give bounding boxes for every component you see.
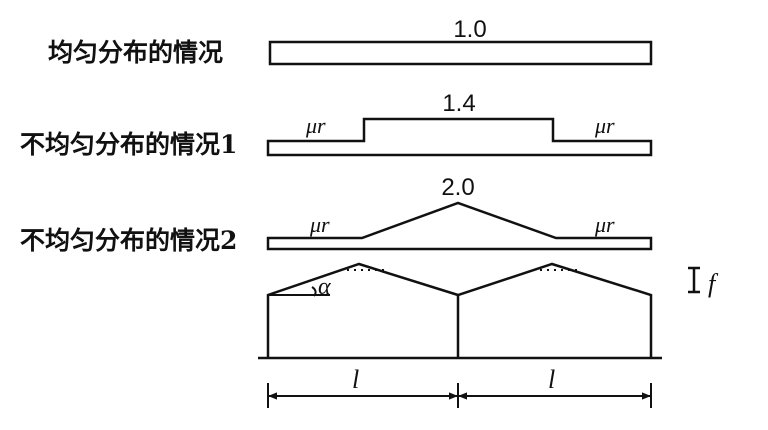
rise-symbol: f xyxy=(708,269,719,298)
uniform-value-label: 1.0 xyxy=(453,16,486,43)
case-uniform-label: 均匀分布的情况 xyxy=(48,38,224,67)
case-nonuniform-2-label: 不均匀分布的情况2 xyxy=(20,226,238,255)
nonuniform-2-load-block xyxy=(266,201,653,251)
nonuniform-1-load-block xyxy=(266,117,653,157)
roof-angle-symbol: α xyxy=(318,274,331,300)
nonuniform-2-peak-value-label: 2.0 xyxy=(441,174,474,201)
case-nonuniform-1-label: 不均匀分布的情况1 xyxy=(20,130,238,159)
nonuniform-2-right-coefficient: μr xyxy=(594,212,615,237)
uniform-load-block xyxy=(268,40,653,66)
span-right-symbol: l xyxy=(548,365,555,394)
nonuniform-1-right-coefficient: μr xyxy=(594,113,615,138)
span-left-symbol: l xyxy=(352,365,359,394)
nonuniform-1-left-coefficient: μr xyxy=(305,113,326,138)
angle-arc xyxy=(311,286,317,297)
nonuniform-2-left-coefficient: μr xyxy=(309,212,330,237)
nonuniform-1-peak-value-label: 1.4 xyxy=(442,90,475,117)
